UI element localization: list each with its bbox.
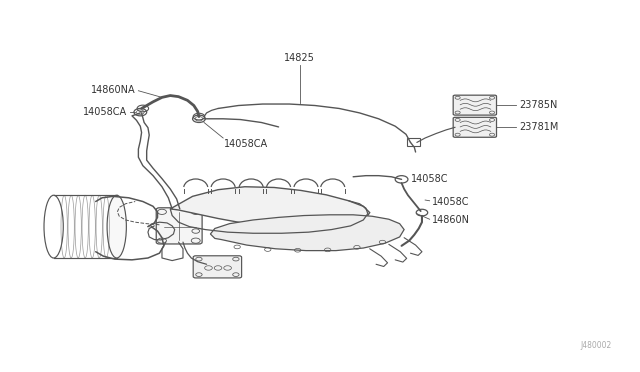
Text: 14860N: 14860N <box>431 215 470 225</box>
FancyBboxPatch shape <box>453 117 497 137</box>
FancyBboxPatch shape <box>453 95 497 115</box>
Ellipse shape <box>107 195 126 258</box>
Text: 14058C: 14058C <box>410 174 448 185</box>
FancyBboxPatch shape <box>156 208 202 244</box>
Text: 14058CA: 14058CA <box>225 139 269 149</box>
Text: 14058CA: 14058CA <box>83 107 127 117</box>
Text: 23785N: 23785N <box>519 100 557 110</box>
Text: 14825: 14825 <box>284 54 315 63</box>
Text: 14058C: 14058C <box>431 196 469 206</box>
Text: 23781M: 23781M <box>519 122 558 132</box>
Text: J480002: J480002 <box>580 341 612 350</box>
Polygon shape <box>170 187 370 227</box>
Text: 14860NA: 14860NA <box>91 85 135 95</box>
Polygon shape <box>211 215 404 251</box>
FancyBboxPatch shape <box>193 256 242 278</box>
